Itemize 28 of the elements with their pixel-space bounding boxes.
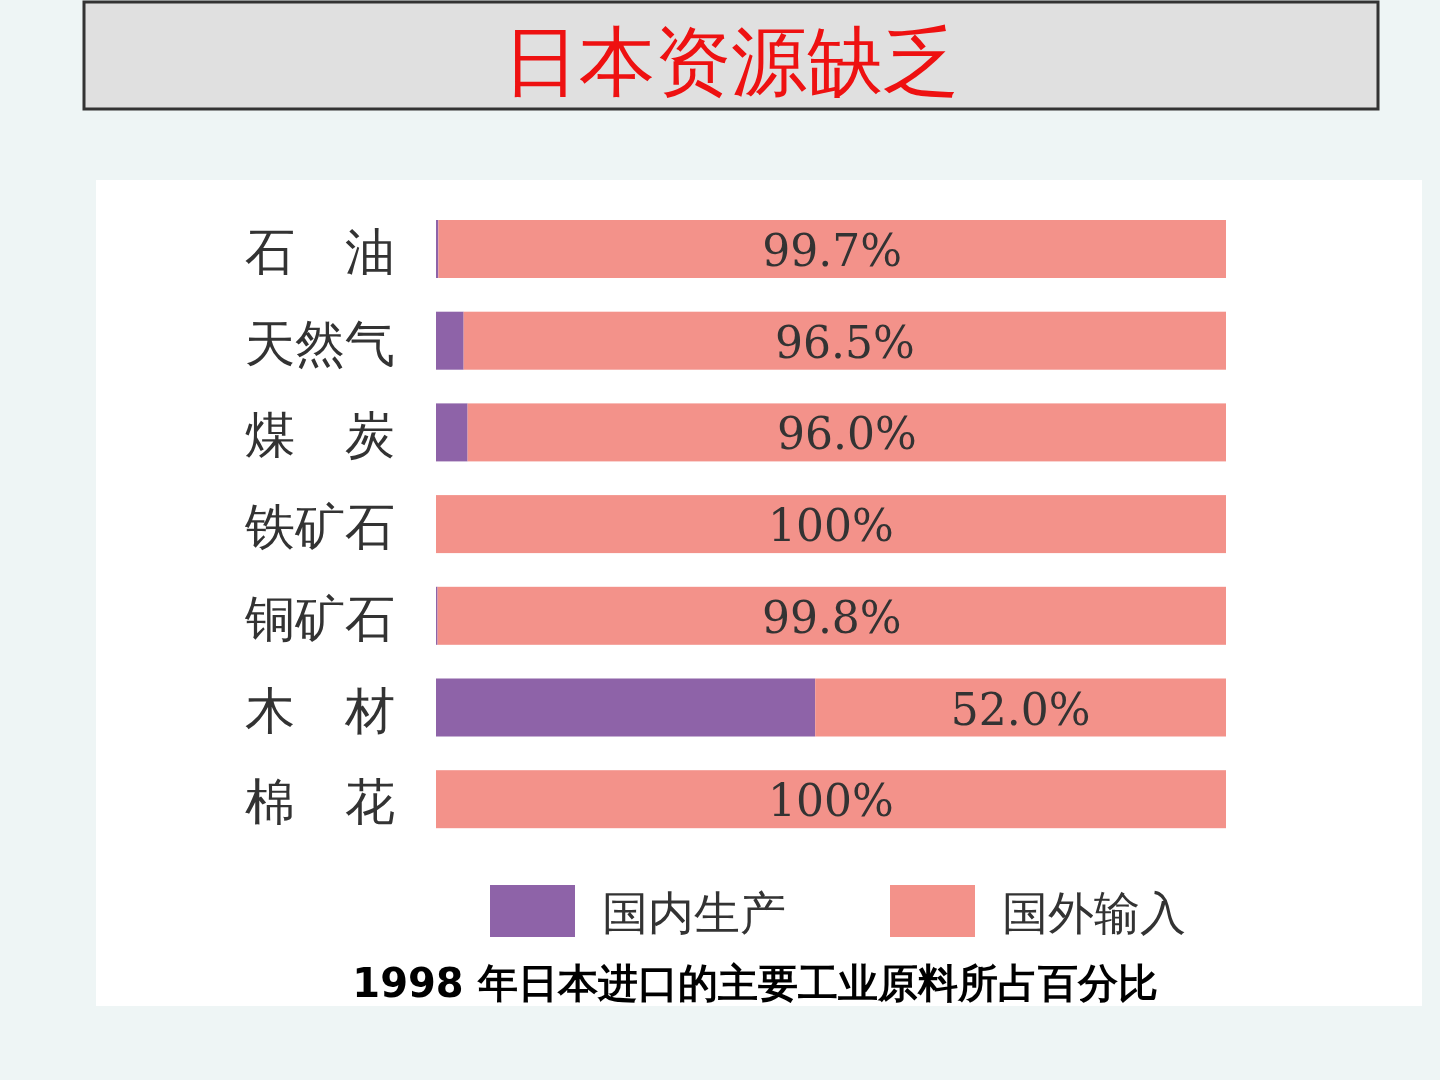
bar <box>436 770 1226 829</box>
bar <box>436 678 816 737</box>
bar <box>436 495 1226 554</box>
bar <box>436 403 468 462</box>
data-label: 99.7% <box>762 225 903 276</box>
chart-title: 日本资源缺乏 <box>503 17 959 106</box>
bar <box>437 586 1226 645</box>
data-label: 52.0% <box>950 683 1091 735</box>
y-tick-label: 天然气 <box>245 314 395 373</box>
text: 1998 年日本进口的主要工业原料所占百分比 <box>352 960 1158 1006</box>
bar <box>463 311 1226 370</box>
y-tick-label: 煤 炭 <box>245 406 395 465</box>
data-label: 100% <box>768 500 894 552</box>
y-tick-label: 石 油 <box>245 223 395 281</box>
bar <box>467 403 1226 462</box>
y-tick-label: 木 材 <box>245 681 395 740</box>
bar <box>815 678 1226 737</box>
data-label: 96.0% <box>776 408 917 460</box>
y-tick-label: 棉 花 <box>245 773 395 832</box>
legend-label: 国外输入 <box>1002 886 1186 940</box>
bar <box>438 220 1226 278</box>
data-label: 96.5% <box>774 316 915 368</box>
y-tick-label: 铜矿石 <box>244 589 395 648</box>
bar <box>436 311 464 370</box>
data-label: 99.8% <box>761 591 902 643</box>
data-label: 100% <box>768 775 894 827</box>
legend-label: 国内生产 <box>602 886 786 940</box>
y-tick-label: 铁矿石 <box>244 498 395 557</box>
